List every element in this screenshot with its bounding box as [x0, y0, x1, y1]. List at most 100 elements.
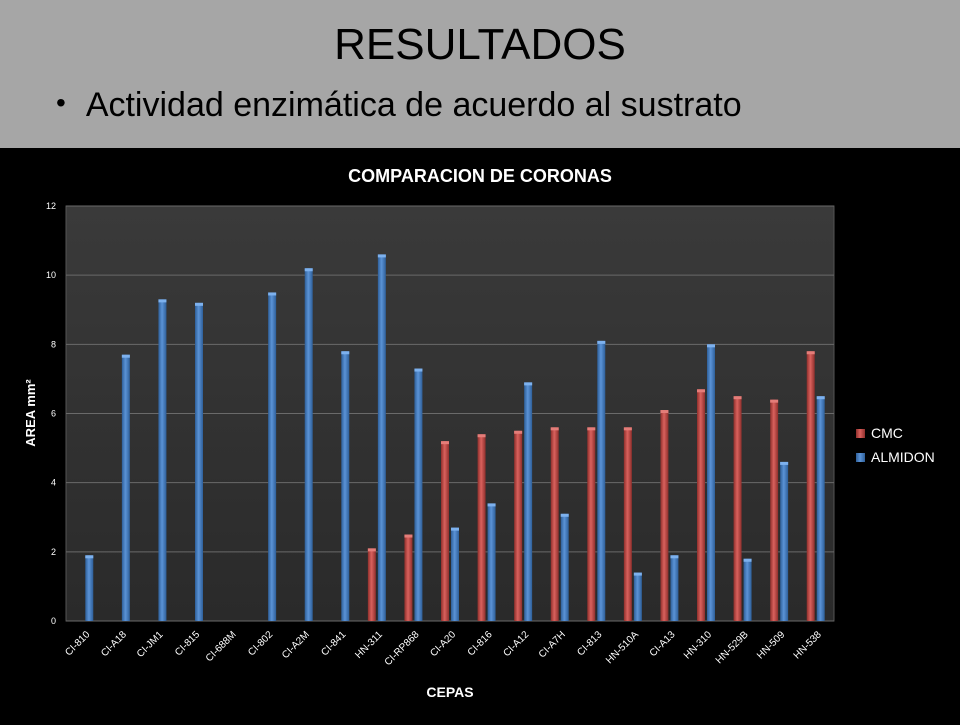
bar-cap	[367, 548, 376, 552]
y-tick-label: 8	[51, 339, 56, 349]
bar-cmc-ci-rp868	[404, 534, 413, 621]
x-tick-label: CI-A13	[648, 629, 678, 659]
bar-cap	[550, 427, 559, 431]
bar-cmc-ci-816	[477, 434, 486, 621]
bar-cmc-ci-a20	[441, 441, 449, 621]
bar-cap	[806, 351, 815, 355]
x-tick-label: CI-816	[466, 629, 495, 658]
slide-header: RESULTADOS • Actividad enzimática de acue…	[0, 0, 960, 148]
x-tick-label: CI-802	[246, 629, 275, 658]
bar-cap	[404, 534, 413, 538]
bar-cmc-hn-529b	[733, 396, 742, 621]
bullet-text: Actividad enzimática de acuerdo al sustr…	[85, 86, 742, 124]
bar-almidon-ci-841	[341, 351, 350, 621]
bar-cap	[158, 299, 167, 303]
bar-almidon-ci-a12	[524, 382, 533, 621]
bar-almidon-ci-815	[195, 302, 203, 621]
legend-label-almidon: ALMIDON	[871, 449, 935, 465]
bar-almidon-hn-311	[377, 254, 386, 621]
bar-cap	[414, 368, 423, 372]
chart-title: COMPARACION DE CORONAS	[348, 166, 612, 186]
bar-almidon-hn-509	[780, 461, 789, 621]
x-tick-label: CI-688M	[204, 629, 239, 664]
x-tick-label: HN-311	[353, 629, 385, 661]
bar-almidon-hn-310	[707, 344, 715, 621]
bar-cap	[660, 410, 669, 414]
bar-cap	[477, 434, 486, 438]
legend-swatch-almidon	[856, 453, 865, 462]
bar-cap	[780, 461, 789, 465]
bar-cap	[560, 513, 569, 517]
bar-cmc-hn-310	[697, 389, 705, 621]
bar-almidon-ci-a18	[121, 354, 130, 621]
bar-cap	[121, 354, 130, 358]
legend-label-cmc: CMC	[871, 425, 903, 441]
x-tick-label: HN-310	[682, 629, 714, 661]
x-tick-label: CI-813	[575, 629, 604, 658]
x-tick-label: CI-810	[63, 629, 92, 658]
bar-cmc-hn-311	[367, 548, 376, 621]
bars	[85, 254, 825, 621]
x-tick-label: CI-JM1	[135, 629, 166, 660]
y-tick-label: 12	[46, 201, 56, 211]
bar-cap	[623, 427, 632, 431]
bar-cap	[268, 292, 277, 296]
x-tick-label: CI-A2M	[280, 629, 312, 661]
x-tick-label: CI-A7H	[537, 629, 568, 660]
bar-almidon-ci-a20	[451, 527, 459, 621]
bar-cmc-ci-a13	[660, 410, 669, 621]
bar-cmc-ci-a7h	[550, 427, 559, 621]
bar-almidon-hn-510a	[633, 572, 642, 621]
bar-cap	[524, 382, 533, 386]
bar-cap	[743, 558, 752, 562]
bar-cap	[441, 441, 449, 445]
x-tick-label: HN-529B	[714, 629, 751, 666]
bar-cap	[770, 399, 779, 403]
bar-almidon-hn-538	[816, 396, 825, 621]
bar-cmc-hn-509	[770, 399, 779, 621]
y-axis-ticks: 0 2 4 6 8 10 12	[46, 201, 56, 626]
bar-cap	[377, 254, 386, 258]
x-tick-label: CI-A12	[501, 629, 531, 659]
bar-cap	[707, 344, 715, 348]
x-tick-label: HN-538	[792, 629, 824, 661]
bar-almidon-ci-810	[85, 555, 94, 621]
bar-almidon-ci-jm1	[158, 299, 167, 621]
gridlines	[66, 205, 834, 622]
bar-almidon-ci-802	[268, 292, 277, 621]
y-tick-label: 2	[51, 547, 56, 557]
bar-cap	[487, 503, 496, 507]
bar-cap	[451, 527, 459, 531]
x-tick-label: HN-509	[755, 629, 787, 661]
bar-cmc-ci-a12	[514, 430, 523, 621]
bar-cap	[816, 396, 825, 400]
bar-almidon-ci-rp868	[414, 368, 423, 621]
bar-cap	[85, 555, 94, 559]
bar-cap	[633, 572, 642, 576]
bar-almidon-hn-529b	[743, 558, 752, 621]
bar-cap	[304, 268, 313, 272]
bar-cap	[514, 430, 523, 434]
bar-cap	[195, 302, 203, 306]
y-tick-label: 4	[51, 478, 56, 488]
y-tick-label: 10	[46, 270, 56, 280]
bar-cmc-ci-813	[587, 427, 596, 621]
chart-area: COMPARACION DE CORONAS 0 2 4 6 8 10 12 CI-810 C…	[0, 148, 960, 720]
x-tick-label: CI-815	[173, 629, 202, 658]
bar-cap	[733, 396, 742, 400]
bar-almidon-ci-a13	[670, 555, 679, 621]
bar-cap	[341, 351, 350, 355]
bar-cap	[697, 389, 705, 393]
y-tick-label: 0	[51, 616, 56, 626]
bar-almidon-ci-a2m	[304, 268, 313, 621]
bullet-point: • Actividad enzimática de acuerdo al sust…	[56, 86, 742, 125]
bullet-icon: •	[56, 87, 66, 118]
bar-almidon-ci-816	[487, 503, 496, 621]
bar-cap	[670, 555, 679, 559]
x-axis-ticks: CI-810 CI-A18 CI-JM1 CI-815 CI-688M CI-802 CI-…	[63, 629, 824, 668]
y-axis-label: AREA mm²	[23, 379, 38, 447]
x-tick-label: CI-RP868	[383, 629, 422, 668]
x-axis-label: CEPAS	[426, 684, 473, 700]
x-tick-label: HN-510A	[604, 629, 641, 666]
